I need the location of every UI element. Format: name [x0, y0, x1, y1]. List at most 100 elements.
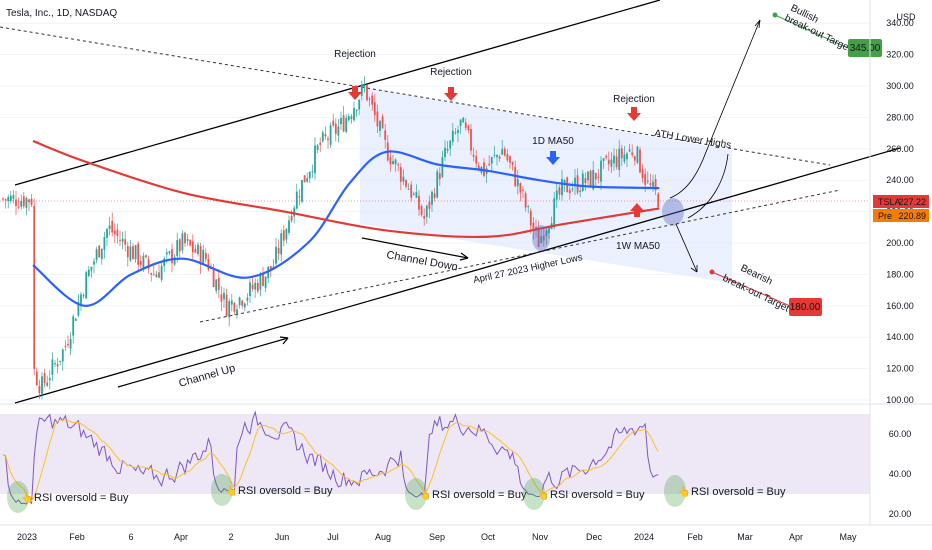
candle-body	[4, 199, 7, 201]
candle-body	[230, 300, 233, 305]
candle-body	[574, 177, 576, 187]
pointer-icon: 👆	[21, 491, 33, 504]
projection-curve-2	[687, 153, 729, 219]
candle-body	[576, 175, 579, 193]
candle-body	[436, 171, 439, 198]
y-tick-320: 320.00	[886, 50, 914, 60]
candle-body	[301, 179, 303, 202]
candle-body	[194, 248, 197, 253]
candle-body	[433, 193, 436, 199]
candle-body	[132, 246, 134, 260]
candle-body	[217, 277, 220, 290]
candle-body	[228, 301, 231, 318]
candle-body	[537, 230, 540, 247]
candle-body	[633, 156, 636, 161]
candle-body	[321, 132, 324, 142]
candle-body	[501, 149, 504, 155]
candle-body	[553, 198, 556, 228]
candle-body	[22, 196, 25, 207]
candle-body	[147, 259, 150, 269]
x-tick-9: Oct	[481, 532, 496, 542]
candle-body	[256, 282, 259, 292]
candle-body	[90, 266, 93, 271]
x-tick-13: Feb	[687, 532, 703, 542]
last-price-value: 227.22	[898, 197, 926, 207]
bullish-target-arrowhead	[754, 19, 761, 29]
candle-body	[415, 192, 418, 198]
y-tick-280: 280.00	[886, 112, 914, 122]
candle-body	[618, 148, 621, 170]
candle-body	[43, 373, 46, 384]
candle-body	[498, 156, 501, 159]
candle-body	[223, 292, 225, 300]
candle-body	[493, 154, 496, 156]
pre-price-value: 220.89	[898, 211, 926, 221]
x-tick-16: May	[839, 532, 857, 542]
candle-body	[280, 233, 283, 255]
ma1w-label: 1W MA50	[616, 241, 660, 252]
candle-body	[103, 237, 106, 250]
candle-body	[602, 158, 605, 161]
candle-body	[100, 248, 103, 260]
candle-body	[470, 129, 472, 151]
candle-body	[243, 303, 246, 308]
bearish-target-value: 180.00	[790, 302, 821, 313]
x-tick-5: Jun	[275, 532, 290, 542]
candle-body	[277, 247, 280, 254]
candle-body	[285, 228, 288, 240]
candle-body	[191, 241, 194, 253]
candle-body	[290, 215, 293, 221]
rsi-oversold-label: RSI oversold = Buy	[550, 489, 645, 501]
candle-body	[186, 238, 189, 241]
candle-body	[628, 149, 631, 152]
candle-body	[451, 130, 454, 142]
candle-body	[467, 125, 470, 131]
candle-body	[511, 161, 514, 165]
candle-body	[334, 123, 337, 134]
candle-body	[152, 274, 155, 276]
candle-body	[657, 193, 660, 207]
candle-body	[620, 148, 623, 159]
candles-layer	[2, 76, 660, 400]
candle-body	[475, 156, 478, 164]
x-tick-0: 2023	[17, 532, 37, 542]
candle-body	[108, 225, 111, 229]
channel-down-arrow-line	[361, 237, 469, 259]
candle-body	[264, 276, 267, 288]
x-tick-14: Mar	[737, 532, 753, 542]
candle-body	[160, 265, 163, 280]
candle-body	[389, 157, 392, 165]
candle-body	[342, 115, 345, 132]
y-tick-240: 240.00	[886, 175, 914, 185]
candle-body	[87, 269, 90, 277]
candle-body	[20, 200, 23, 207]
candle-body	[592, 170, 595, 190]
candle-body	[113, 230, 116, 235]
y-tick-120: 120.00	[886, 364, 914, 374]
candle-body	[483, 162, 485, 176]
candle-body	[407, 188, 410, 190]
candle-body	[124, 239, 127, 245]
higher-lows-label: April 27 2023 Higher Lows	[472, 252, 584, 286]
rsi-oversold-marker-0	[7, 481, 29, 513]
candle-body	[17, 206, 20, 208]
y-tick-300: 300.00	[886, 81, 914, 91]
candle-body	[506, 154, 509, 161]
candle-body	[371, 95, 374, 105]
candle-body	[337, 126, 340, 136]
breakout-circle	[662, 198, 684, 226]
candle-body	[142, 255, 145, 268]
x-tick-15: Apr	[789, 532, 803, 542]
candle-body	[316, 145, 319, 151]
x-tick-2: 6	[128, 532, 133, 542]
candle-body	[137, 243, 140, 265]
x-tick-6: Jul	[327, 532, 339, 542]
rejection-arrow-1	[444, 87, 458, 101]
rejection-label-2: Rejection	[613, 94, 655, 105]
candle-body	[176, 240, 179, 257]
x-tick-12: 2024	[634, 532, 654, 542]
candle-body	[462, 117, 465, 123]
candle-body	[30, 198, 33, 205]
moving-average-layer	[32, 139, 660, 307]
